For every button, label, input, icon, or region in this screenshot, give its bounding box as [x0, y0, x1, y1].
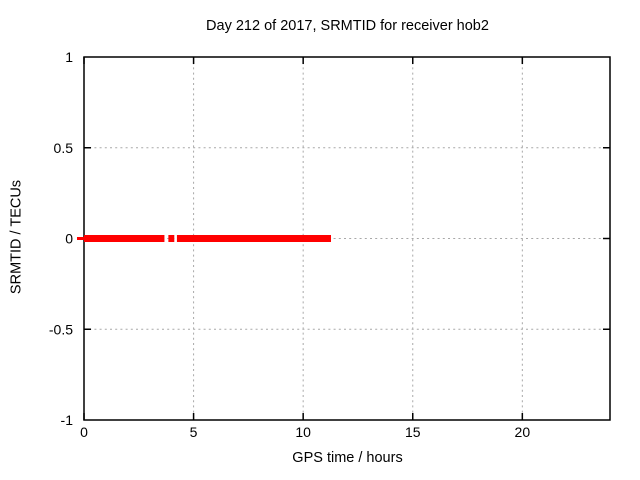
- x-tick-label: 10: [295, 424, 311, 440]
- series-segment: [176, 235, 332, 242]
- x-tick-label: 5: [190, 424, 198, 440]
- x-tick-label: 0: [80, 424, 88, 440]
- y-tick-label: 0: [65, 231, 73, 247]
- y-tick-label: 1: [65, 49, 73, 65]
- x-axis-label: GPS time / hours: [292, 450, 403, 466]
- chart-title: Day 212 of 2017, SRMTID for receiver hob…: [206, 18, 489, 34]
- y-tick-label: 0.5: [54, 140, 74, 156]
- x-tick-label: 15: [405, 424, 421, 440]
- series-left-cap: [77, 237, 84, 240]
- series-segment: [168, 235, 175, 242]
- series-segment: [84, 235, 165, 242]
- y-tick-label: -1: [61, 412, 74, 428]
- y-tick-label: -0.5: [49, 321, 73, 337]
- x-tick-label: 20: [515, 424, 531, 440]
